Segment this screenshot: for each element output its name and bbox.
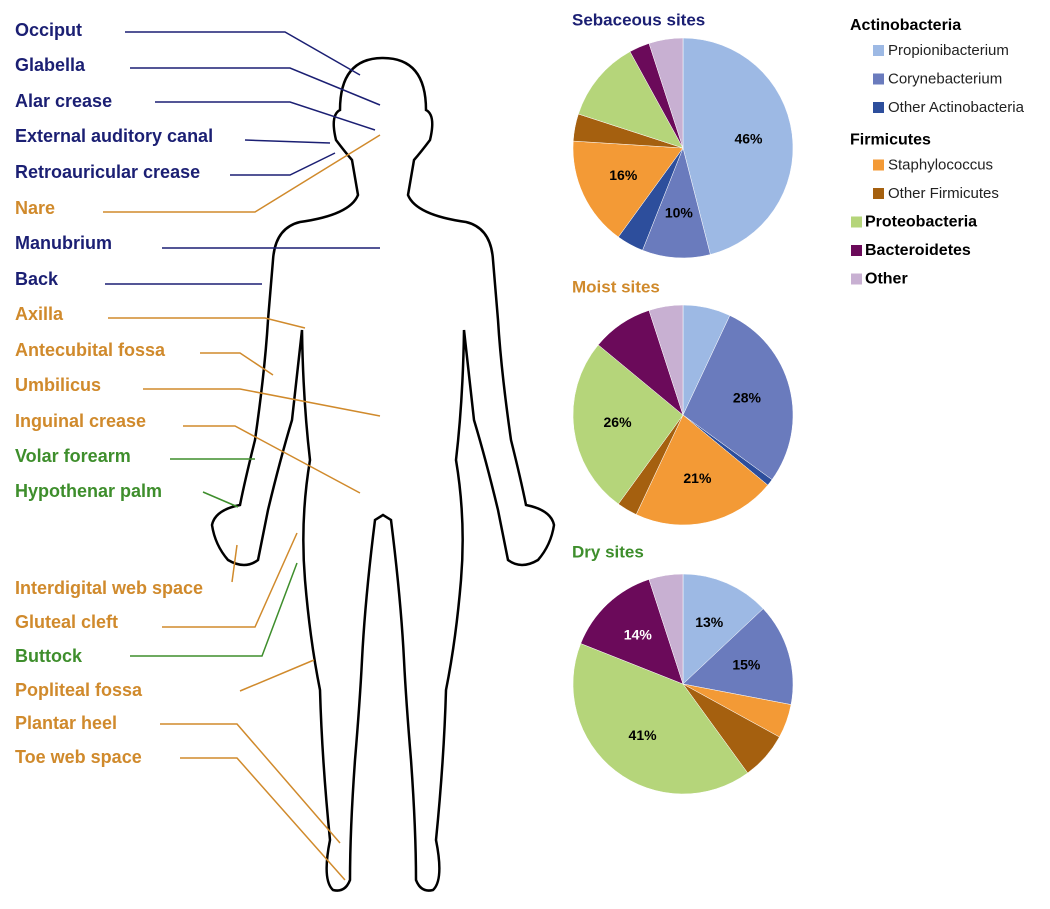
slice-label: 21% [683,470,712,486]
pie-slice [572,140,684,238]
legend-swatch [873,159,884,171]
site-label: Interdigital web space [15,578,203,598]
pie-slice [648,573,684,685]
pie-title: Dry sites [572,542,644,561]
leader-line [160,723,341,844]
leader-line [130,562,298,657]
pie-slice [682,573,764,685]
site-label: Axilla [15,304,64,324]
site-label: External auditory canal [15,126,213,146]
legend-label: Proteobacteria [865,214,977,231]
site-label: Plantar heel [15,713,117,733]
legend-label: Staphylococcus [888,156,993,173]
leader-line [155,101,376,131]
site-label: Volar forearm [15,446,131,466]
site-label: Glabella [15,55,86,75]
leader-line [108,317,306,329]
leader-line [162,532,298,628]
slice-label: 26% [604,414,633,430]
legend-swatch [851,245,862,256]
pie-slice [648,304,684,416]
slice-label: 13% [695,614,724,630]
legend-label: Propionibacterium [888,42,1009,59]
legend-group-title: Firmicutes [850,132,931,149]
leader-line [103,134,381,213]
leader-line [239,659,315,692]
pie-slice [572,643,749,795]
site-label: Manubrium [15,233,112,253]
legend-label: Other [865,271,908,288]
slice-label: 46% [734,130,763,146]
legend-swatch [873,45,884,56]
leader-line [244,139,331,144]
legend-label: Other Actinobacteria [888,99,1025,116]
site-label: Inguinal crease [15,411,146,431]
pie-title: Moist sites [572,277,660,296]
site-label: Nare [15,198,55,218]
slice-label: 41% [629,727,658,743]
legend-label: Bacteroidetes [865,242,971,259]
pie-slice [682,315,794,481]
pie-title: Sebaceous sites [572,10,705,29]
site-label: Popliteal fossa [15,680,143,700]
pie-slice [682,37,794,255]
legend-swatch [873,102,884,113]
pie-slice [648,37,684,149]
pie-slice [578,51,684,149]
legend-swatch [851,273,862,285]
site-label: Hypothenar palm [15,481,162,501]
legend-swatch [873,73,884,85]
leader-line [230,152,336,176]
legend-group-title: Actinobacteria [850,17,961,34]
leader-line [180,757,346,881]
site-label: Buttock [15,646,83,666]
leader-line [231,544,238,583]
legend-swatch [851,216,862,228]
pie-slice [572,344,684,505]
slice-label: 28% [733,389,762,405]
leader-line [143,388,381,417]
site-label: Umbilicus [15,375,101,395]
pie-slice [682,608,794,705]
site-label: Toe web space [15,747,142,767]
slice-label: 10% [665,205,694,221]
slice-label: 15% [732,656,761,672]
leader-line [183,425,361,494]
pie-slice [635,414,769,526]
site-label: Occiput [15,20,82,40]
site-label: Back [15,269,59,289]
legend-label: Corynebacterium [888,70,1002,87]
slice-label: 16% [609,167,638,183]
site-label: Antecubital fossa [15,340,166,360]
leader-line [200,352,274,376]
legend-swatch [873,188,884,199]
site-label: Retroauricular crease [15,162,200,182]
leader-line [202,491,239,508]
body-outline [210,56,556,892]
site-label: Gluteal cleft [15,612,118,632]
leader-line [130,67,381,106]
legend-label: Other Firmicutes [888,185,999,202]
site-label: Alar crease [15,91,112,111]
leader-line [125,31,361,76]
slice-label: 14% [624,627,653,643]
